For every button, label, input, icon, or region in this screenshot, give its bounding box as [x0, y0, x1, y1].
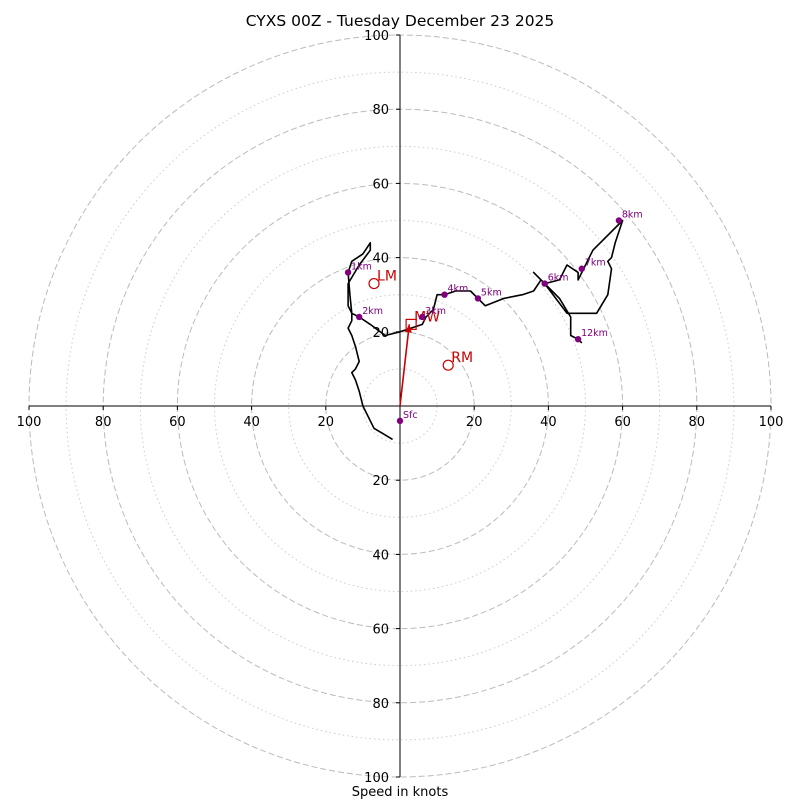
height-dot-12km — [574, 336, 582, 343]
x-tick-label: 40 — [540, 415, 557, 430]
hodograph-trace — [347, 219, 624, 441]
x-tick-label: 80 — [95, 415, 112, 430]
lm-marker — [368, 277, 380, 290]
height-label-2km: 2km — [362, 306, 383, 317]
height-label-4km: 4km — [448, 284, 469, 295]
x-tick-label: 60 — [169, 415, 186, 430]
y-tick-label: 100 — [364, 771, 389, 786]
height-dot-2km — [355, 313, 363, 321]
height-label-1km: 1km — [351, 261, 372, 272]
y-tick-label: 100 — [364, 29, 389, 44]
height-label-8km: 8km — [622, 210, 643, 221]
x-tick-label: 100 — [17, 415, 42, 430]
height-label-7km: 7km — [585, 258, 606, 269]
height-dot-1km — [344, 269, 352, 276]
height-dot-6km — [541, 280, 548, 287]
lm-label: LM — [377, 269, 397, 285]
hodograph-line — [347, 219, 624, 441]
mean-wind-arrowhead — [404, 324, 412, 333]
height-dot-7km — [578, 265, 585, 272]
height-label-12km: 12km — [581, 328, 608, 339]
x-axis-label: Speed in knots — [352, 785, 449, 800]
height-label-3km: 3km — [425, 306, 446, 317]
mean-wind-vector — [399, 324, 411, 407]
x-tick-label: 20 — [318, 415, 335, 430]
y-tick-label: 40 — [372, 548, 389, 563]
height-dot-3km — [419, 313, 426, 321]
x-tick-label: 40 — [243, 415, 260, 430]
rm-marker — [442, 359, 454, 371]
height-dot-8km — [615, 217, 623, 224]
height-dot-5km — [474, 295, 482, 302]
y-tick-label: 20 — [372, 474, 389, 489]
y-tick-label: 80 — [372, 103, 389, 118]
y-tick-label: 80 — [372, 697, 389, 712]
height-label-6km: 6km — [548, 273, 569, 284]
x-tick-label: 80 — [689, 415, 706, 430]
storm-motion: MW LM RM — [368, 269, 473, 407]
x-tick-label: 60 — [614, 415, 631, 430]
x-tick-label: 20 — [466, 415, 483, 430]
height-label-sfc: Sfc — [403, 410, 418, 421]
mw-label: MW — [414, 309, 440, 325]
x-tick-label: 100 — [759, 415, 784, 430]
height-dot-sfc — [396, 417, 404, 425]
axis-ticks: 100 80 60 40 20 20 40 60 80 100100806040202040608… — [17, 29, 784, 786]
chart-title: CYXS 00Z - Tuesday December 23 2025 — [246, 12, 555, 30]
y-tick-label: 40 — [372, 252, 389, 267]
y-tick-label: 60 — [372, 177, 389, 192]
y-tick-label: 60 — [372, 623, 389, 638]
height-label-5km: 5km — [481, 287, 502, 298]
mw-marker — [405, 318, 417, 330]
rm-label: RM — [451, 350, 473, 366]
height-dot-4km — [441, 291, 448, 298]
